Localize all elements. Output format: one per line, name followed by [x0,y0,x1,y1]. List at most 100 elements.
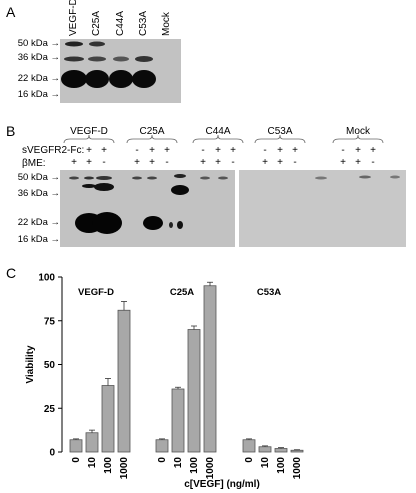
band [132,176,142,180]
band [92,212,122,234]
sfc-sign: - [263,145,267,156]
band [65,41,83,47]
group-brace [254,134,306,144]
bme-sign: - [293,157,297,168]
group-title: VEGF-D [78,287,114,298]
group-title: C53A [257,287,281,298]
group-label: VEGF-D [70,126,108,137]
bme-sign: + [200,157,206,168]
band [132,70,156,88]
bar [290,449,304,453]
band [315,176,327,180]
bme-sign: + [86,157,92,168]
bme-sign: + [277,157,283,168]
panel-b-marker: 50 kDa → [17,172,60,183]
x-tick-label: 100 [189,457,200,474]
x-axis-label: c[VEGF] (ng/ml) [184,479,260,490]
band [61,70,87,88]
panel-c-letter: C [6,265,17,281]
bme-sign: + [340,157,346,168]
group-label: C53A [267,126,293,137]
group-title: C25A [170,287,194,298]
bar [274,448,288,453]
sfc-sign: + [292,145,298,156]
sfc-sign: + [355,145,361,156]
bar [155,439,169,453]
x-tick-label: 10 [87,457,98,469]
bme-sign: + [71,157,77,168]
y-tick-label: 0 [49,448,55,459]
sfc-sign: + [215,145,221,156]
bar [117,309,131,453]
sfc-sign: - [72,145,76,156]
group-label: C44A [205,126,231,137]
panel-a-letter: A [6,4,16,20]
band [113,56,129,62]
band [390,175,400,179]
bar [258,446,272,453]
sfc-sign: + [277,145,283,156]
group-label: C25A [139,126,165,137]
panel-a-marker: 50 kDa → [17,38,60,49]
band [69,176,79,180]
bme-sign: + [215,157,221,168]
sfc-sign: + [164,145,170,156]
x-tick-label: 1000 [119,457,130,480]
panel-a-blot [60,39,181,103]
sfc-sign: - [341,145,345,156]
sfc-row-label: sVEGFR2-Fc: [22,145,85,156]
sfc-sign: + [86,145,92,156]
x-tick-label: 0 [157,457,168,463]
x-tick-label: 0 [71,457,82,463]
panel-b-braces [63,134,384,144]
bme-row-label: βME: [22,158,46,169]
x-tick-label: 10 [173,457,184,469]
y-tick-label: 75 [44,316,56,327]
bme-sign: - [371,157,375,168]
bme-sign: - [231,157,235,168]
band [84,176,94,180]
band [143,216,163,230]
group-brace [192,134,244,144]
bme-sign: - [102,157,106,168]
band [177,221,183,229]
y-tick-label: 100 [38,273,55,284]
bme-sign: + [355,157,361,168]
x-tick-label: 0 [244,457,255,463]
panel-b-letter: B [6,123,16,139]
band [96,176,112,180]
x-tick-label: 10 [260,457,271,469]
bme-sign: + [134,157,140,168]
bar [85,432,99,453]
band [109,70,133,88]
sfc-sign: - [201,145,205,156]
sfc-sign: + [370,145,376,156]
panel-a-marker: 22 kDa → [17,73,60,84]
bar [187,329,201,453]
band [359,175,371,179]
y-axis-label: Viability [25,345,36,384]
band [82,184,96,188]
group-brace [63,134,115,144]
sfc-sign: - [135,145,139,156]
band [85,70,109,88]
panel-b-blot-right [239,170,406,247]
panel-a-marker: 36 kDa → [17,52,60,63]
sfc-sign: + [230,145,236,156]
band [200,176,210,180]
band [169,222,173,228]
bar [69,439,83,453]
x-tick-label: 1000 [292,457,303,480]
sfc-sign: + [149,145,155,156]
group-brace [126,134,178,144]
band [147,176,157,180]
band [88,56,106,62]
band [89,41,105,47]
bme-sign: + [149,157,155,168]
panel-b-marker: 22 kDa → [17,217,60,228]
bme-sign: - [165,157,169,168]
band [174,174,186,178]
bar [101,385,115,453]
y-tick-label: 50 [44,360,56,371]
